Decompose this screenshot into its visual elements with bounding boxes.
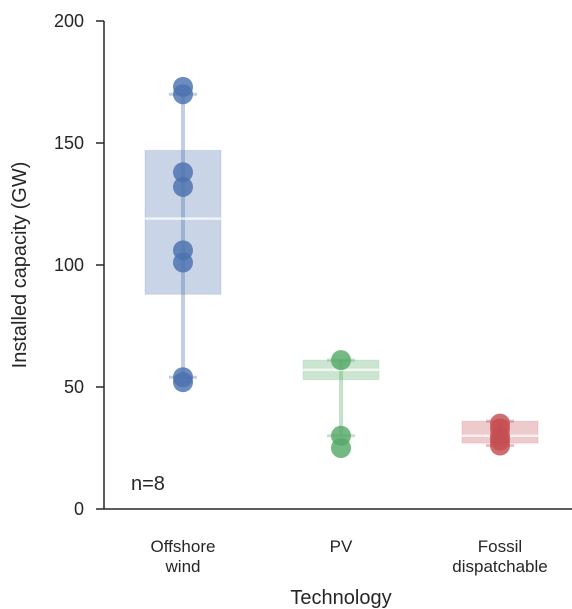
x-category-label: dispatchable [452, 557, 547, 576]
x-category-label: Fossil [478, 537, 522, 556]
y-tick-label: 0 [74, 499, 84, 519]
y-tick-label: 200 [54, 11, 84, 31]
data-point [173, 252, 193, 273]
points-layer [173, 76, 510, 458]
x-category-label: Offshore [151, 537, 216, 556]
data-point [173, 162, 193, 183]
data-point [173, 176, 193, 197]
sample-size-annotation: n=8 [131, 473, 165, 495]
boxes-layer [144, 92, 539, 448]
y-tick-label: 100 [54, 255, 84, 275]
x-axis-title: Technology [290, 587, 391, 609]
data-point [173, 84, 193, 105]
data-point [173, 372, 193, 393]
data-point [331, 438, 351, 458]
x-category-label: PV [330, 537, 353, 556]
y-axis-title: Installed capacity (GW) [9, 162, 31, 369]
y-tick-label: 50 [64, 377, 84, 397]
y-tick-label: 150 [54, 133, 84, 153]
x-category-label: wind [165, 557, 201, 576]
data-point [331, 350, 351, 371]
y-ticks: 0 50 100 150 200 [54, 11, 104, 519]
data-point [490, 435, 510, 456]
